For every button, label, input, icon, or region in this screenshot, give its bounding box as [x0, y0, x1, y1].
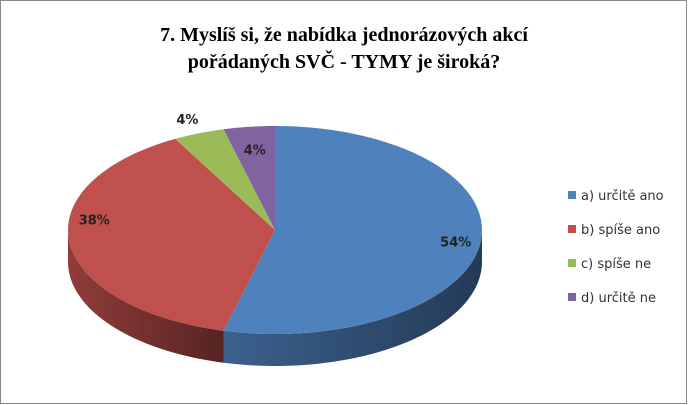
legend-label: c) spíše ne [581, 257, 651, 272]
pie-slice [223, 126, 275, 230]
legend-swatch [568, 293, 576, 301]
value-label: 4% [176, 113, 198, 128]
legend-label: b) spíše ano [581, 223, 660, 238]
pie-slice [68, 138, 275, 331]
value-label: 38% [79, 213, 110, 228]
chart-title: 7. Myslíš si, že nabídka jednorázových a… [160, 24, 528, 46]
pie-side [223, 230, 483, 366]
legend-swatch [568, 259, 576, 267]
legend-label: a) určitě ano [581, 189, 664, 204]
pie-slice [223, 126, 482, 334]
legend-swatch [568, 191, 576, 199]
legend-label: d) určitě ne [581, 291, 656, 306]
value-label: 54% [440, 235, 471, 250]
value-label: 4% [244, 144, 266, 159]
legend-swatch [568, 225, 576, 233]
pie-side [68, 230, 224, 363]
chart-title: pořádaných SVČ - TYMY je široká? [188, 49, 500, 73]
pie-slice [175, 129, 275, 230]
